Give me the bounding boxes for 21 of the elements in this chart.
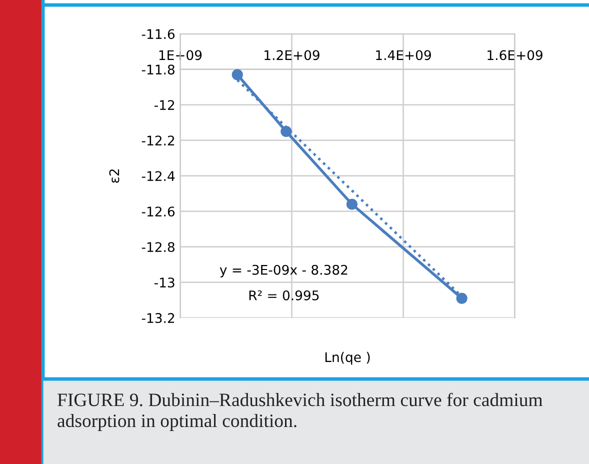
point [456, 292, 468, 304]
y-tick-label: -11.6 [142, 29, 175, 40]
y-axis-title: ε2 [109, 169, 120, 183]
y-tick-label: -13.2 [142, 313, 174, 324]
x-tick-label: 1E+09 [159, 50, 202, 60]
x-tick-label: 1.2E+09 [264, 50, 320, 60]
y-tick-label: -12.6 [142, 206, 175, 217]
x-axis-title: Ln(qe ) [325, 352, 370, 365]
y-tick-label: -13 [154, 278, 174, 288]
x-tick-label: 1.4E+09 [376, 50, 431, 60]
caption: FIGURE 9. Dubinin–Radushkevich isotherm curve for cadmium adsorption in optimal condition. [58, 392, 543, 431]
point [232, 69, 243, 80]
annotation: R² = 0.995 [249, 290, 319, 300]
y-tick-label: -11.8 [142, 64, 174, 75]
y-tick-label: -12.2 [142, 136, 174, 146]
x-tick-label: 1.6E+09 [488, 50, 542, 60]
y-tick-label: -12 [154, 100, 174, 110]
y-tick-label: -12.8 [142, 242, 174, 252]
point [346, 198, 358, 210]
y-tick-label: -12.4 [142, 171, 175, 181]
annotation: y = -3E-09x - 8.382 [220, 264, 348, 278]
